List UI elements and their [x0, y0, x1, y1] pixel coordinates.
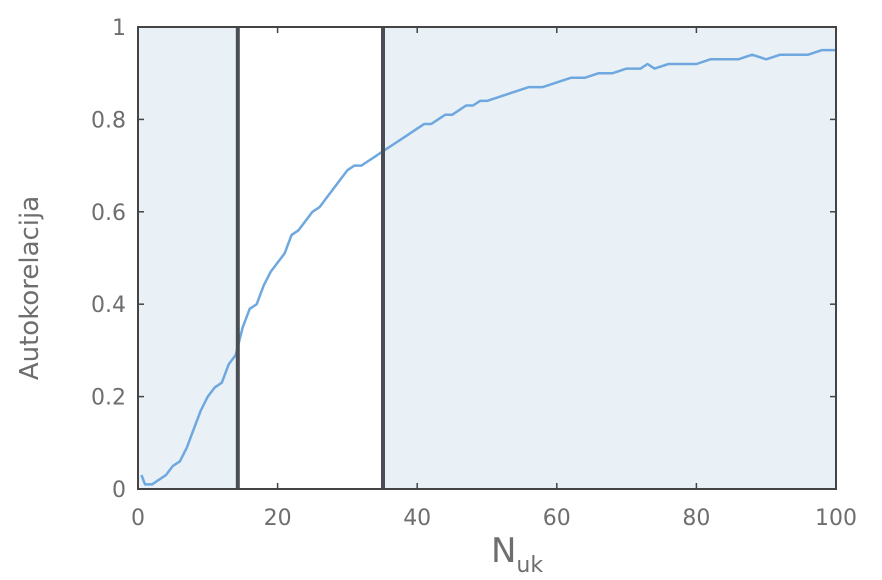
x-axis-title-main: N	[491, 531, 516, 571]
vertical-lines	[235, 27, 385, 489]
x-tick-label-5: 100	[815, 506, 857, 531]
x-tick-label-3: 60	[543, 506, 571, 531]
x-axis-title-subscript: uk	[516, 553, 543, 578]
plot-frame	[137, 26, 837, 490]
y-tick-label-5: 1	[112, 16, 126, 41]
y-tick-labels: 0 0.2 0.4 0.6 0.8 1	[91, 16, 126, 503]
highlight-region	[237, 27, 383, 489]
x-tick-labels: 0 20 40 60 80 100	[131, 506, 857, 531]
y-tick-label-3: 0.6	[91, 201, 126, 226]
x-tick-label-1: 20	[264, 506, 292, 531]
x-tick-label-4: 80	[682, 506, 710, 531]
x-tick-label-2: 40	[403, 506, 431, 531]
y-tick-label-4: 0.8	[91, 108, 126, 133]
y-axis-title: Autokorelacija	[15, 196, 45, 380]
y-tick-label-1: 0.2	[91, 386, 126, 411]
y-tick-label-2: 0.4	[91, 293, 126, 318]
data-line	[140, 48, 836, 486]
x-axis-title: Nuk	[491, 531, 543, 578]
x-tick-label-0: 0	[131, 506, 145, 531]
y-tick-label-0: 0	[112, 478, 126, 503]
